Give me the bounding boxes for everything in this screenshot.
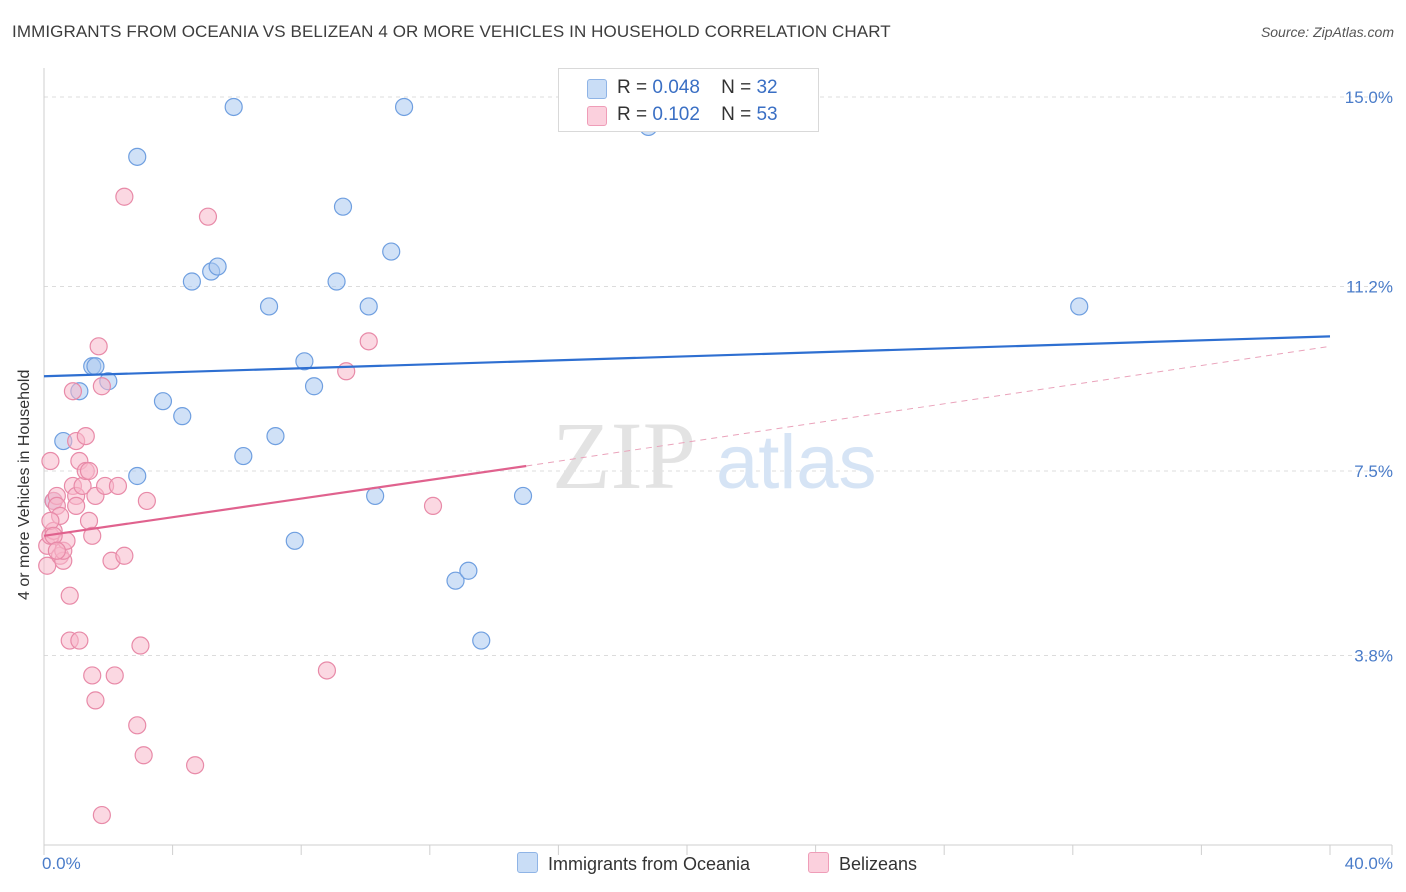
oceania-point — [234, 446, 253, 466]
oceania-point — [295, 352, 314, 371]
y-tick-label: 7.5% — [1354, 462, 1393, 481]
belizean-point — [76, 426, 95, 446]
bottom-legend-label-belizeans: Belizeans — [839, 854, 918, 874]
belizean-point — [128, 716, 147, 735]
grid-lines — [44, 96, 1392, 657]
oceania-trend-line — [43, 335, 1331, 378]
watermark: ZIP atlas — [552, 402, 877, 509]
belizean-point — [47, 541, 66, 560]
belizean-point — [89, 337, 108, 356]
belizean-point — [67, 496, 86, 516]
legend-r-value: 0.048 — [652, 77, 700, 98]
oceania-point — [259, 297, 279, 316]
watermark-zip: ZIP — [552, 402, 696, 509]
belizean-point — [70, 631, 89, 650]
legend-n-label: N = — [721, 104, 752, 125]
oceania-point — [86, 357, 105, 376]
belizean-point — [60, 586, 79, 605]
oceania-point — [266, 426, 285, 446]
y-tick-label: 15.0% — [1345, 88, 1393, 107]
bottom-legend-swatch-belizeans — [808, 852, 829, 873]
oceania-point — [128, 147, 147, 166]
oceania-point — [513, 486, 533, 506]
oceania-point — [182, 272, 201, 291]
belizean-point — [41, 511, 60, 530]
legend: R = 0.048 N = 32 R = 0.102 N = 53 — [558, 68, 819, 132]
legend-n-label: N = — [721, 77, 752, 98]
belizean-point — [186, 756, 205, 775]
belizean-point — [108, 476, 128, 496]
oceania-point — [459, 561, 478, 580]
data-points — [38, 97, 1089, 825]
trend-lines — [43, 335, 1331, 537]
y-tick-label: 3.8% — [1354, 647, 1393, 666]
belizean-point — [79, 461, 99, 481]
source-label: Source: ZipAtlas.com — [1260, 24, 1394, 40]
legend-r-value: 0.102 — [652, 104, 700, 125]
oceania-point — [333, 197, 353, 216]
oceania-point — [304, 377, 324, 396]
belizean-point — [79, 511, 99, 530]
belizean-point — [83, 526, 102, 545]
legend-n-value: 32 — [756, 77, 778, 98]
legend-r-label: R = — [617, 77, 648, 98]
belizean-point — [92, 377, 111, 396]
tick-labels: 3.8% 7.5% 11.2% 15.0% 0.0% 40.0% — [42, 88, 1393, 873]
chart-title: IMMIGRANTS FROM OCEANIA VS BELIZEAN 4 OR… — [12, 22, 891, 41]
belizean-point — [63, 382, 83, 401]
oceania-point — [327, 272, 346, 291]
oceania-point — [153, 392, 173, 411]
belizean-point — [115, 187, 134, 206]
oceania-point — [366, 486, 385, 506]
belizean-trend-extension — [526, 345, 1331, 467]
legend-stats-oceania: R = 0.048 N = 32 — [617, 77, 778, 99]
oceania-point — [1070, 297, 1089, 316]
oceania-point — [359, 297, 378, 316]
oceania-point — [472, 631, 491, 650]
bottom-legend-label-oceania: Immigrants from Oceania — [548, 854, 751, 874]
oceania-point — [173, 407, 192, 426]
bottom-legend-belizeans: Belizeans — [808, 852, 917, 875]
belizean-point — [115, 546, 134, 565]
legend-swatch-belizeans — [587, 106, 607, 126]
legend-n-value: 53 — [756, 104, 778, 125]
oceania-point — [382, 242, 401, 261]
legend-stats-belizeans: R = 0.102 N = 53 — [617, 104, 778, 126]
belizean-trend-line — [43, 464, 527, 537]
oceania-point — [128, 466, 147, 486]
y-tick-label: 11.2% — [1346, 277, 1393, 296]
belizean-point — [423, 496, 443, 516]
belizean-point — [317, 661, 337, 680]
belizean-point — [41, 451, 60, 471]
bottom-legend-swatch-oceania — [517, 852, 538, 873]
oceania-point — [446, 571, 465, 590]
oceania-point — [224, 97, 243, 117]
belizean-point — [337, 362, 356, 381]
legend-r-label: R = — [617, 104, 648, 125]
belizean-point — [359, 332, 378, 351]
legend-swatch-oceania — [587, 79, 607, 99]
watermark-atlas: atlas — [716, 420, 877, 505]
belizean-point — [105, 666, 124, 685]
belizean-point — [83, 666, 102, 685]
belizean-point — [198, 207, 218, 226]
bottom-legend-oceania: Immigrants from Oceania — [517, 852, 750, 875]
oceania-point — [285, 531, 304, 550]
x-tick-label-min: 0.0% — [42, 854, 81, 873]
belizean-point — [137, 491, 156, 511]
belizean-point — [134, 746, 153, 765]
belizean-point — [131, 636, 150, 655]
oceania-point — [394, 97, 414, 117]
belizean-point — [86, 691, 105, 710]
belizean-point — [92, 805, 111, 825]
x-tick-label-max: 40.0% — [1345, 854, 1393, 873]
oceania-point — [208, 257, 227, 276]
